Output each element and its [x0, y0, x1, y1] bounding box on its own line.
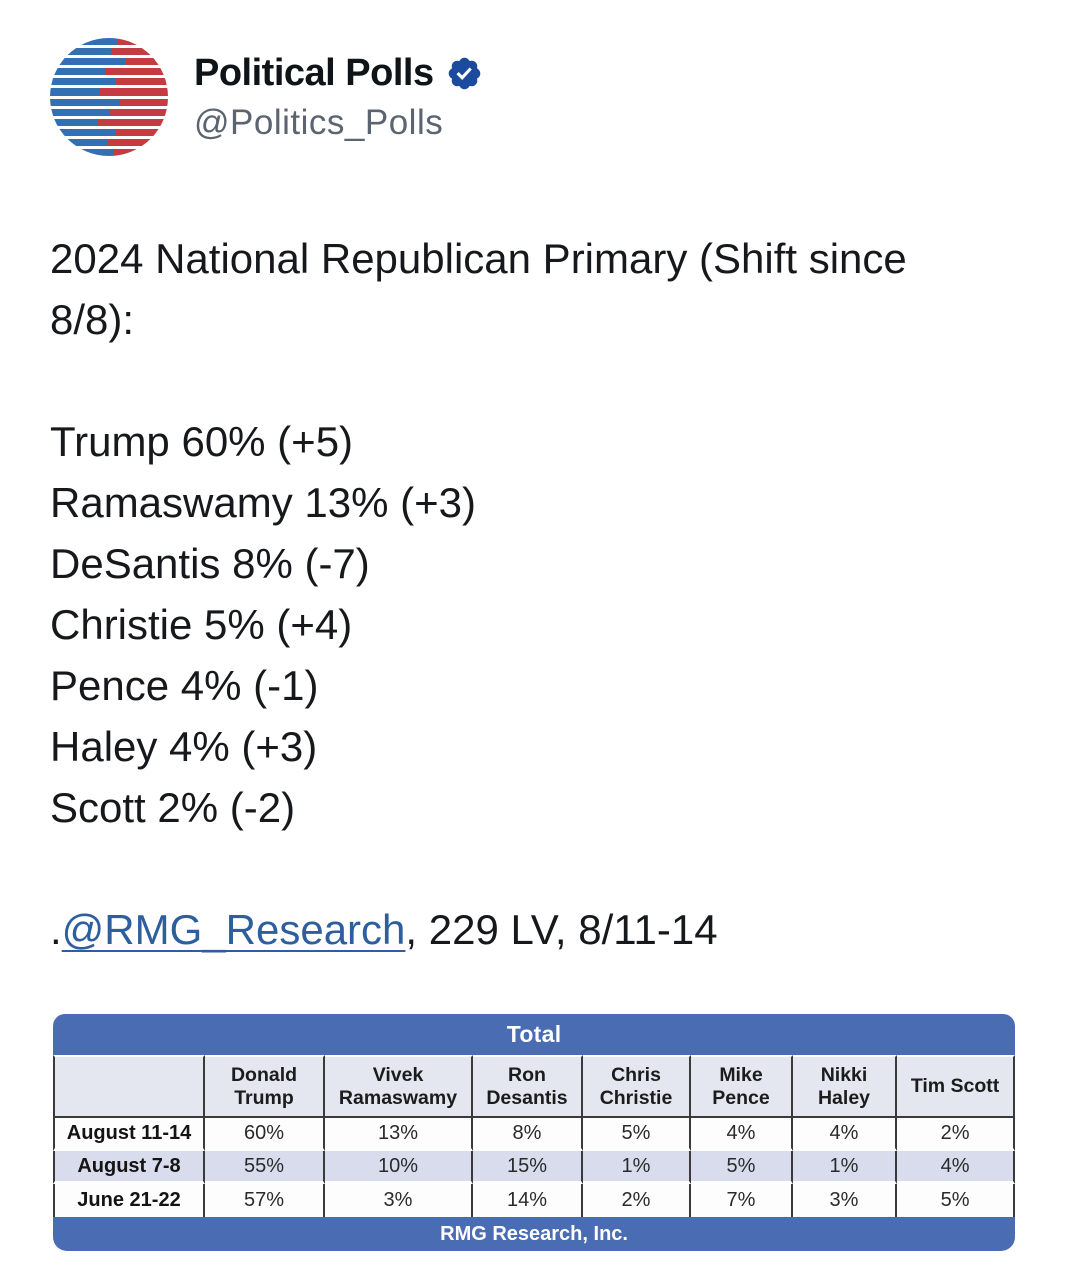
table-cell: 60%	[205, 1118, 325, 1151]
avatar-stripe	[50, 68, 168, 76]
table-cell: 15%	[473, 1151, 583, 1184]
source-line: .@RMG_Research, 229 LV, 8/11-14	[50, 899, 1018, 960]
result-line-christie: Christie 5% (+4)	[50, 601, 353, 648]
row-label: June 21-22	[53, 1184, 205, 1217]
table-row: June 21-22 57% 3% 14% 2% 7% 3% 5%	[53, 1184, 1016, 1217]
table-cell: 5%	[691, 1151, 793, 1184]
table-cell: 55%	[205, 1151, 325, 1184]
column-header: Tim Scott	[897, 1055, 1016, 1118]
author-handle[interactable]: @Politics_Polls	[194, 102, 444, 142]
column-header: Vivek Ramaswamy	[325, 1055, 473, 1118]
display-name[interactable]: Political Polls	[194, 51, 434, 94]
column-header: Ron Desantis	[473, 1055, 583, 1118]
author-identity: Political Polls @Politics_Polls	[194, 52, 483, 143]
result-line-haley: Haley 4% (+3)	[50, 723, 318, 770]
corner-cell	[53, 1055, 205, 1118]
table-cell: 1%	[793, 1151, 897, 1184]
table-cell: 4%	[897, 1151, 1016, 1184]
poll-table-image: Total Donald Trump Vivek Ramaswamy Ron Desa…	[53, 1014, 1016, 1251]
result-line-scott: Scott 2% (-2)	[50, 784, 296, 831]
source-suffix: , 229 LV, 8/11-14	[405, 906, 718, 953]
results-list: Trump 60% (+5) Ramaswamy 13% (+3) DeSant…	[50, 411, 1018, 838]
table-cell: 5%	[897, 1184, 1016, 1217]
avatar-stripe	[50, 58, 168, 66]
post-header: Political Polls @Politics_Polls	[50, 38, 1018, 156]
avatar-stripe	[50, 138, 168, 146]
tweet-body: 2024 National Republican Primary (Shift …	[50, 228, 1018, 960]
avatar-stripe	[50, 48, 168, 56]
avatar-stripe	[50, 128, 168, 136]
table-cell: 10%	[325, 1151, 473, 1184]
column-header: Donald Trump	[205, 1055, 325, 1118]
table-row: August 11-14 60% 13% 8% 5% 4% 4% 2%	[53, 1118, 1016, 1151]
avatar-stripe	[50, 148, 168, 156]
table-cell: 4%	[691, 1118, 793, 1151]
avatar-stripe	[50, 108, 168, 116]
column-header: Chris Christie	[583, 1055, 691, 1118]
avatar[interactable]	[50, 38, 168, 156]
source-prefix: .	[50, 906, 62, 953]
table-cell: 7%	[691, 1184, 793, 1217]
table-cell: 3%	[793, 1184, 897, 1217]
table-row: August 7-8 55% 10% 15% 1% 5% 1% 4%	[53, 1151, 1016, 1184]
result-line-desantis: DeSantis 8% (-7)	[50, 540, 370, 587]
table-title: Total	[53, 1014, 1016, 1055]
table-cell: 14%	[473, 1184, 583, 1217]
result-line-pence: Pence 4% (-1)	[50, 662, 319, 709]
table-cell: 5%	[583, 1118, 691, 1151]
poll-table: Total Donald Trump Vivek Ramaswamy Ron Desa…	[53, 1014, 1016, 1251]
table-cell: 1%	[583, 1151, 691, 1184]
poll-title-line1: 2024 National Republican Primary (Shift …	[50, 235, 907, 282]
row-label: August 7-8	[53, 1151, 205, 1184]
avatar-stripe	[50, 98, 168, 106]
table-cell: 57%	[205, 1184, 325, 1217]
table-cell: 4%	[793, 1118, 897, 1151]
column-header: Nikki Haley	[793, 1055, 897, 1118]
row-label: August 11-14	[53, 1118, 205, 1151]
table-cell: 13%	[325, 1118, 473, 1151]
result-line-ramaswamy: Ramaswamy 13% (+3)	[50, 479, 476, 526]
table-cell: 2%	[583, 1184, 691, 1217]
tweet-screenshot: Political Polls @Politics_Polls 2024 Nat…	[50, 38, 1018, 1251]
table-cell: 8%	[473, 1118, 583, 1151]
column-header: Mike Pence	[691, 1055, 793, 1118]
avatar-stripe	[50, 38, 168, 46]
poll-title: 2024 National Republican Primary (Shift …	[50, 228, 1018, 350]
source-mention-link[interactable]: @RMG_Research	[61, 906, 406, 953]
avatar-stripe	[50, 88, 168, 96]
poll-title-line2: 8/8):	[50, 296, 135, 343]
verified-badge-icon	[448, 57, 480, 89]
table-cell: 3%	[325, 1184, 473, 1217]
result-line-trump: Trump 60% (+5)	[50, 418, 354, 465]
table-source: RMG Research, Inc.	[53, 1217, 1016, 1251]
avatar-stripe	[50, 118, 168, 126]
table-cell: 2%	[897, 1118, 1016, 1151]
avatar-stripe	[50, 78, 168, 86]
